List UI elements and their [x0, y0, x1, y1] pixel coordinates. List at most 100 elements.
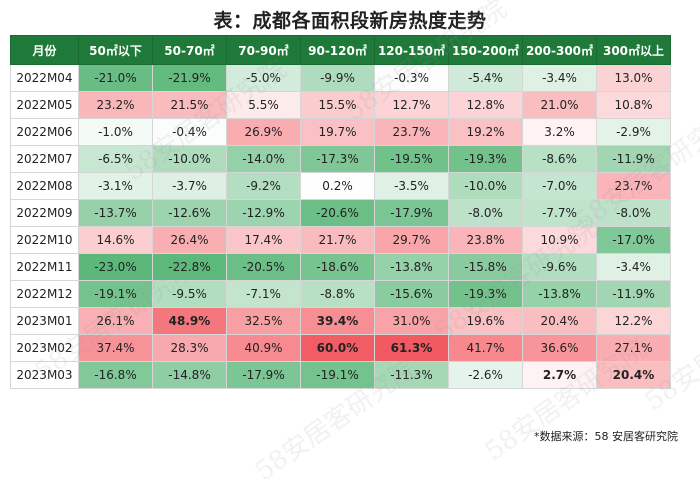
heat-cell: -17.3%: [300, 145, 375, 173]
heat-cell: -19.3%: [448, 145, 523, 173]
table-row: 2022M05 23.2% 21.5% 5.5% 15.5% 12.7% 12.8% 21.0…: [10, 91, 671, 119]
row-label: 2022M08: [10, 172, 79, 200]
heat-cell: -21.9%: [152, 64, 227, 92]
row-label: 2023M03: [10, 361, 79, 389]
table-row: 2022M09 -13.7% -12.6% -12.9% -20.6% -17.9% -8.…: [10, 199, 671, 227]
column-header: 90-120㎡: [300, 35, 375, 65]
row-label: 2022M04: [10, 64, 79, 92]
chart-title: 表：成都各面积段新房热度走势: [213, 10, 487, 32]
heat-cell: -19.5%: [374, 145, 449, 173]
heat-cell: 39.4%: [300, 307, 375, 335]
heat-cell: 20.4%: [596, 361, 671, 389]
table-row: 2022M12 -19.1% -9.5% -7.1% -8.8% -15.6% -19.3%…: [10, 280, 671, 308]
table-row: 2022M04 -21.0% -21.9% -5.0% -9.9% -0.3% -5.4% -…: [10, 64, 671, 92]
row-label: 2022M06: [10, 118, 79, 146]
heat-cell: -11.9%: [596, 145, 671, 173]
heat-cell: 61.3%: [374, 334, 449, 362]
heat-cell: -22.8%: [152, 253, 227, 281]
heat-cell: 29.7%: [374, 226, 449, 254]
heat-cell: -8.0%: [448, 199, 523, 227]
heat-cell: 19.7%: [300, 118, 375, 146]
heat-cell: -9.2%: [226, 172, 301, 200]
heat-cell: 20.4%: [522, 307, 597, 335]
heat-cell: 26.4%: [152, 226, 227, 254]
table-row: 2022M08 -3.1% -3.7% -9.2% 0.2% -3.5% -10.0% -7.…: [10, 172, 671, 200]
heat-cell: -19.1%: [78, 280, 153, 308]
heat-cell: 37.4%: [78, 334, 153, 362]
heat-cell: -15.6%: [374, 280, 449, 308]
heat-cell: -0.3%: [374, 64, 449, 92]
heat-cell: -19.1%: [300, 361, 375, 389]
source-note: *数据来源：58 安居客研究院: [534, 430, 678, 443]
heat-cell: -9.9%: [300, 64, 375, 92]
heat-cell: 12.7%: [374, 91, 449, 119]
heat-cell: -14.0%: [226, 145, 301, 173]
heat-cell: -3.4%: [596, 253, 671, 281]
column-header: 70-90㎡: [226, 35, 301, 65]
heat-cell: 23.7%: [374, 118, 449, 146]
heat-cell: 17.4%: [226, 226, 301, 254]
heat-cell: 3.2%: [522, 118, 597, 146]
heat-cell: -13.8%: [522, 280, 597, 308]
heat-cell: -17.9%: [226, 361, 301, 389]
row-label: 2022M07: [10, 145, 79, 173]
heat-cell: -20.6%: [300, 199, 375, 227]
heat-cell: -3.7%: [152, 172, 227, 200]
heat-cell: 2.7%: [522, 361, 597, 389]
heat-cell: -7.0%: [522, 172, 597, 200]
column-header: 50-70㎡: [152, 35, 227, 65]
heat-cell: -2.9%: [596, 118, 671, 146]
row-label: 2022M12: [10, 280, 79, 308]
heat-cell: 10.9%: [522, 226, 597, 254]
heat-cell: -23.0%: [78, 253, 153, 281]
heat-cell: 48.9%: [152, 307, 227, 335]
table-row: 2022M10 14.6% 26.4% 17.4% 21.7% 29.7% 23.8% 10.…: [10, 226, 671, 254]
heat-cell: 60.0%: [300, 334, 375, 362]
row-label: 2022M11: [10, 253, 79, 281]
heatmap-table: 月份 50㎡以下 50-70㎡ 70-90㎡ 90-120㎡ 120-150㎡ 150-20…: [10, 35, 671, 389]
heat-cell: -9.6%: [522, 253, 597, 281]
heat-cell: 19.2%: [448, 118, 523, 146]
column-header: 150-200㎡: [448, 35, 523, 65]
heat-cell: -12.9%: [226, 199, 301, 227]
table-row: 2022M06 -1.0% -0.4% 26.9% 19.7% 23.7% 19.2% 3.2…: [10, 118, 671, 146]
heat-cell: -9.5%: [152, 280, 227, 308]
row-label: 2023M01: [10, 307, 79, 335]
heat-cell: -18.6%: [300, 253, 375, 281]
heat-cell: 21.7%: [300, 226, 375, 254]
heat-cell: -14.8%: [152, 361, 227, 389]
heat-cell: 27.1%: [596, 334, 671, 362]
heat-cell: -16.8%: [78, 361, 153, 389]
heat-cell: -12.6%: [152, 199, 227, 227]
column-header: 120-150㎡: [374, 35, 449, 65]
heat-cell: -7.7%: [522, 199, 597, 227]
heat-cell: -13.8%: [374, 253, 449, 281]
row-label: 2022M10: [10, 226, 79, 254]
heat-cell: -17.9%: [374, 199, 449, 227]
heat-cell: 40.9%: [226, 334, 301, 362]
heat-cell: 23.2%: [78, 91, 153, 119]
heat-cell: -5.4%: [448, 64, 523, 92]
heat-cell: -3.5%: [374, 172, 449, 200]
heat-cell: -21.0%: [78, 64, 153, 92]
column-header: 50㎡以下: [78, 35, 153, 65]
heat-cell: -0.4%: [152, 118, 227, 146]
table-row: 2023M01 26.1% 48.9% 32.5% 39.4% 31.0% 19.6% 20.…: [10, 307, 671, 335]
heat-cell: -2.6%: [448, 361, 523, 389]
row-label: 2022M05: [10, 91, 79, 119]
column-header: 200-300㎡: [522, 35, 597, 65]
heat-cell: -11.3%: [374, 361, 449, 389]
table-row: 2023M02 37.4% 28.3% 40.9% 60.0% 61.3% 41.7% 36.…: [10, 334, 671, 362]
heat-cell: 12.2%: [596, 307, 671, 335]
header-month: 月份: [10, 35, 79, 65]
heat-cell: -19.3%: [448, 280, 523, 308]
heat-cell: 12.8%: [448, 91, 523, 119]
row-label: 2022M09: [10, 199, 79, 227]
heat-cell: 15.5%: [300, 91, 375, 119]
heat-cell: 23.8%: [448, 226, 523, 254]
heat-cell: -13.7%: [78, 199, 153, 227]
heat-cell: -6.5%: [78, 145, 153, 173]
heat-cell: -8.0%: [596, 199, 671, 227]
heat-cell: 41.7%: [448, 334, 523, 362]
heat-cell: -10.0%: [448, 172, 523, 200]
